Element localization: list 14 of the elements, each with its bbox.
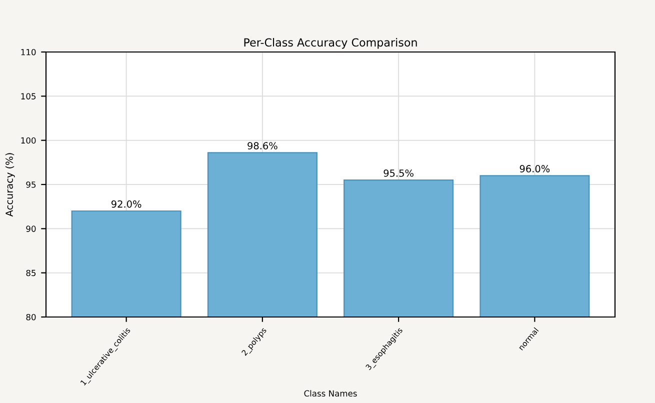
y-axis-title: Accuracy (%)	[5, 153, 15, 217]
data-label: 96.0%	[520, 165, 550, 172]
y-tick-label: 105	[21, 93, 36, 100]
y-tick-label: 95	[26, 181, 36, 188]
y-tick-label: 90	[26, 226, 36, 232]
y-tick-label: 100	[21, 137, 36, 144]
x-axis-title: Class Names	[304, 390, 357, 397]
chart-title: Per-Class Accuracy Comparison	[244, 38, 417, 49]
y-tick-label: 80	[26, 314, 36, 320]
y-tick-label: 85	[26, 270, 36, 276]
y-tick-label: 110	[21, 48, 36, 56]
data-label: 92.0%	[111, 200, 142, 208]
data-label: 95.5%	[384, 169, 414, 177]
data-label: 98.6%	[248, 142, 278, 150]
